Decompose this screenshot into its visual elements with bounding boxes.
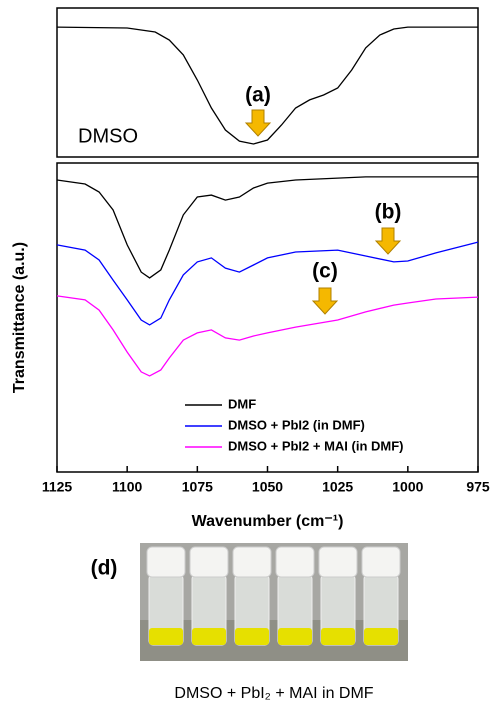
arrow: [246, 110, 270, 136]
vial-cap: [190, 547, 228, 577]
arrow: [313, 288, 337, 314]
photo-caption: DMSO + PbI₂ + MAI in DMF: [174, 685, 373, 702]
vial-liquid: [149, 628, 183, 645]
y-axis-title: Transmittance (a.u.): [11, 242, 28, 393]
series-line: [57, 177, 478, 278]
vial-cap: [362, 547, 400, 577]
x-tick-label: 1125: [42, 479, 73, 495]
vial-cap: [276, 547, 314, 577]
vial-liquid: [235, 628, 269, 645]
legend-label: DMSO + PbI2 + MAI (in DMF): [228, 438, 404, 453]
x-axis-title: Wavenumber (cm⁻¹): [192, 513, 344, 530]
figure: (d) DMSO + PbI₂ + MAI in DMF DMSO (a) 1125…: [0, 0, 493, 714]
vial-cap: [147, 547, 185, 577]
vial-cap: [233, 547, 271, 577]
x-tick-label: 1050: [252, 479, 283, 495]
arrow: [376, 228, 400, 254]
vial-cap: [319, 547, 357, 577]
vial-liquid: [321, 628, 355, 645]
vial-liquid: [278, 628, 312, 645]
panel-label: (d): [91, 557, 118, 580]
vial-liquid: [192, 628, 226, 645]
series-label: DMSO: [78, 125, 138, 147]
series-line: [57, 296, 478, 376]
x-tick-label: 975: [466, 479, 490, 495]
annotation: (c): [312, 260, 338, 283]
x-tick-label: 1075: [182, 479, 213, 495]
x-tick-label: 1025: [322, 479, 353, 495]
legend-label: DMF: [228, 396, 256, 411]
series-line: [57, 242, 478, 325]
annotation: (b): [375, 201, 402, 224]
x-tick-label: 1000: [392, 479, 423, 495]
legend-label: DMSO + PbI2 (in DMF): [228, 417, 365, 432]
annotation: (a): [245, 84, 271, 107]
vial-liquid: [364, 628, 398, 645]
x-tick-label: 1100: [112, 479, 143, 495]
